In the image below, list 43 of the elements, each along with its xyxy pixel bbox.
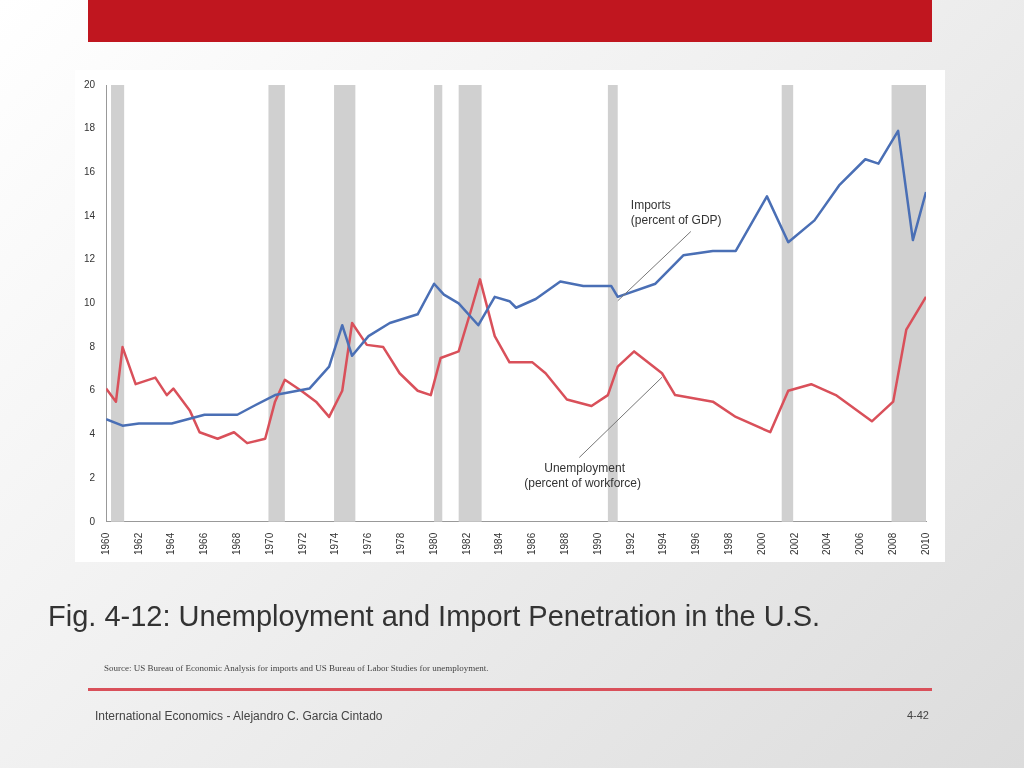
source-note: Source: US Bureau of Economic Analysis for imports and US Bureau of Labor Studies for unemployment. — [104, 663, 489, 673]
y-tick-label: 4 — [89, 428, 96, 440]
x-tick-label: 1974 — [329, 532, 341, 555]
x-tick-label: 2008 — [886, 532, 898, 555]
y-tick-label: 8 — [89, 340, 96, 352]
x-tick-label: 1990 — [591, 532, 603, 555]
x-tick-label: 1982 — [460, 532, 472, 555]
x-tick-label: 2004 — [821, 532, 833, 555]
x-tick-label: 1984 — [493, 532, 505, 555]
x-tick-label: 2006 — [854, 532, 866, 555]
x-tick-label: 1992 — [624, 532, 636, 555]
y-tick-label: 6 — [89, 384, 96, 396]
y-tick-label: 12 — [84, 253, 96, 265]
x-tick-label: 1964 — [165, 532, 177, 555]
x-tick-label: 1988 — [559, 532, 570, 555]
x-tick-label: 1980 — [427, 532, 439, 555]
series-label: Imports (percent of GDP) — [630, 198, 722, 228]
x-tick-label: 1968 — [231, 532, 243, 555]
y-tick-label: 20 — [84, 78, 96, 90]
y-tick-label: 0 — [89, 515, 96, 527]
y-tick-label: 2 — [89, 471, 96, 483]
y-tick-label: 10 — [84, 297, 96, 309]
x-tick-label: 1960 — [99, 532, 111, 555]
text: Fig. 4-12: Unemployment and Import Penetration in the U.S. — [48, 599, 822, 634]
y-tick-label: 14 — [84, 209, 96, 221]
text: International Economics - Alejandro C. Garcia Cintado — [95, 709, 383, 723]
x-tick-label: 2000 — [755, 532, 767, 555]
x-tick-label: 1998 — [722, 532, 734, 555]
x-tick-label: 1978 — [395, 532, 407, 555]
x-tick-label: 1966 — [198, 532, 210, 555]
x-tick-label: 1976 — [362, 532, 374, 555]
x-tick-label: 1994 — [657, 532, 669, 555]
text: Unemployment (percent of workforce) — [524, 460, 641, 490]
x-tick-label: 1986 — [526, 532, 538, 555]
text: 4-42 — [906, 709, 929, 721]
y-tick-label: 18 — [84, 122, 96, 134]
x-tick-label: 2002 — [788, 532, 800, 555]
y-tick-label: 16 — [84, 166, 96, 178]
x-tick-label: 1972 — [296, 532, 308, 555]
x-tick-label: 2010 — [919, 532, 931, 555]
x-tick-label: 1996 — [690, 532, 702, 555]
x-tick-label: 1970 — [263, 532, 275, 555]
x-tick-label: 1962 — [132, 532, 144, 555]
